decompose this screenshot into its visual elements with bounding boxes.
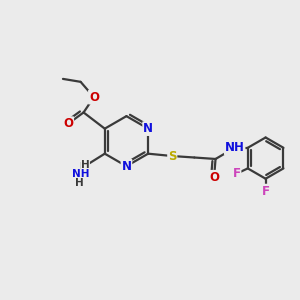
Text: S: S [168,149,176,163]
Text: N: N [122,160,131,173]
Text: F: F [262,184,270,198]
Text: F: F [232,167,241,180]
Text: O: O [209,171,219,184]
Text: O: O [89,91,99,103]
Text: N: N [143,122,153,135]
Text: H: H [75,178,83,188]
Text: H: H [81,160,89,170]
Text: O: O [63,117,73,130]
Text: NH: NH [72,169,89,179]
Text: H: H [79,162,88,172]
Text: NH: NH [225,141,244,154]
